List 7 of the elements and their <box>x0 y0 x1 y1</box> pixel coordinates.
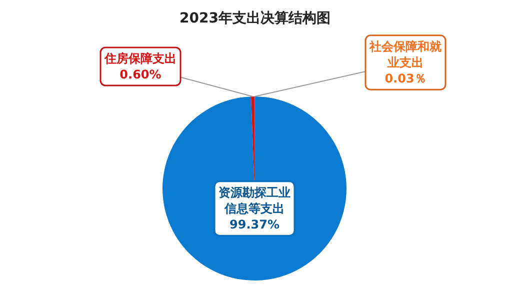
chart-title: 2023年支出决算结构图 <box>180 10 330 26</box>
slice-label: 住房保障支出 <box>104 51 176 66</box>
slice-label: 社会保障和就业支出 <box>368 39 442 70</box>
data-label: 99.37% <box>230 218 280 232</box>
data-label: 0.03％ <box>384 72 426 86</box>
data-label: 0.60% <box>120 68 162 82</box>
slice-label: 资源勘探工业信息等支出 <box>218 185 290 216</box>
